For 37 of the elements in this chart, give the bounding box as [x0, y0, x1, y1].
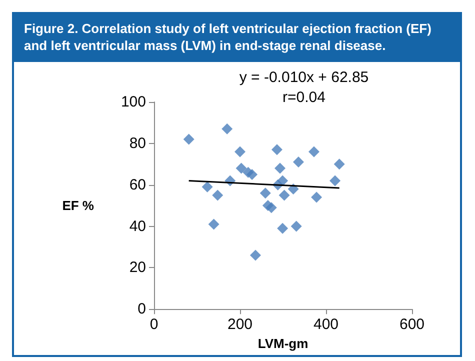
point	[202, 181, 213, 192]
point	[277, 222, 288, 234]
point	[212, 190, 224, 201]
x-tick-label: 200	[227, 316, 253, 334]
point	[250, 250, 261, 261]
y-tick-label: 80	[129, 134, 146, 152]
point	[290, 220, 302, 232]
chart-title: Figure 2. Correlation study of left ventricular ejection fraction (EF) and left ventricular mass (LVM) in end-stage renal disease.	[14, 12, 460, 62]
x-tick-label: 0	[150, 316, 158, 334]
x-axis-title: LVM-gm	[258, 336, 308, 351]
y-tick-label: 20	[129, 259, 146, 276]
point	[274, 162, 286, 174]
y-tick-label: 0	[138, 300, 146, 318]
point	[266, 202, 277, 214]
point	[260, 188, 271, 199]
point	[183, 134, 194, 145]
x-tick-label: 400	[313, 316, 339, 334]
point	[278, 190, 290, 201]
point	[277, 175, 288, 186]
point	[311, 192, 322, 203]
y-axis-title: EF %	[62, 198, 94, 214]
annotation: r=0.04	[282, 89, 326, 106]
y-tick-label: 40	[129, 218, 146, 235]
point	[234, 146, 246, 158]
point	[236, 162, 247, 174]
point	[208, 218, 220, 230]
point	[222, 123, 233, 134]
point	[246, 168, 258, 180]
point	[271, 144, 282, 156]
point	[334, 158, 345, 170]
y-tick-label: 100	[120, 94, 146, 110]
x-tick-label: 600	[399, 316, 425, 334]
point	[330, 175, 341, 186]
point	[308, 146, 320, 158]
text: y = -0.010x + 62.85	[239, 69, 369, 86]
y-tick-label: 60	[129, 176, 146, 194]
point	[292, 156, 304, 168]
